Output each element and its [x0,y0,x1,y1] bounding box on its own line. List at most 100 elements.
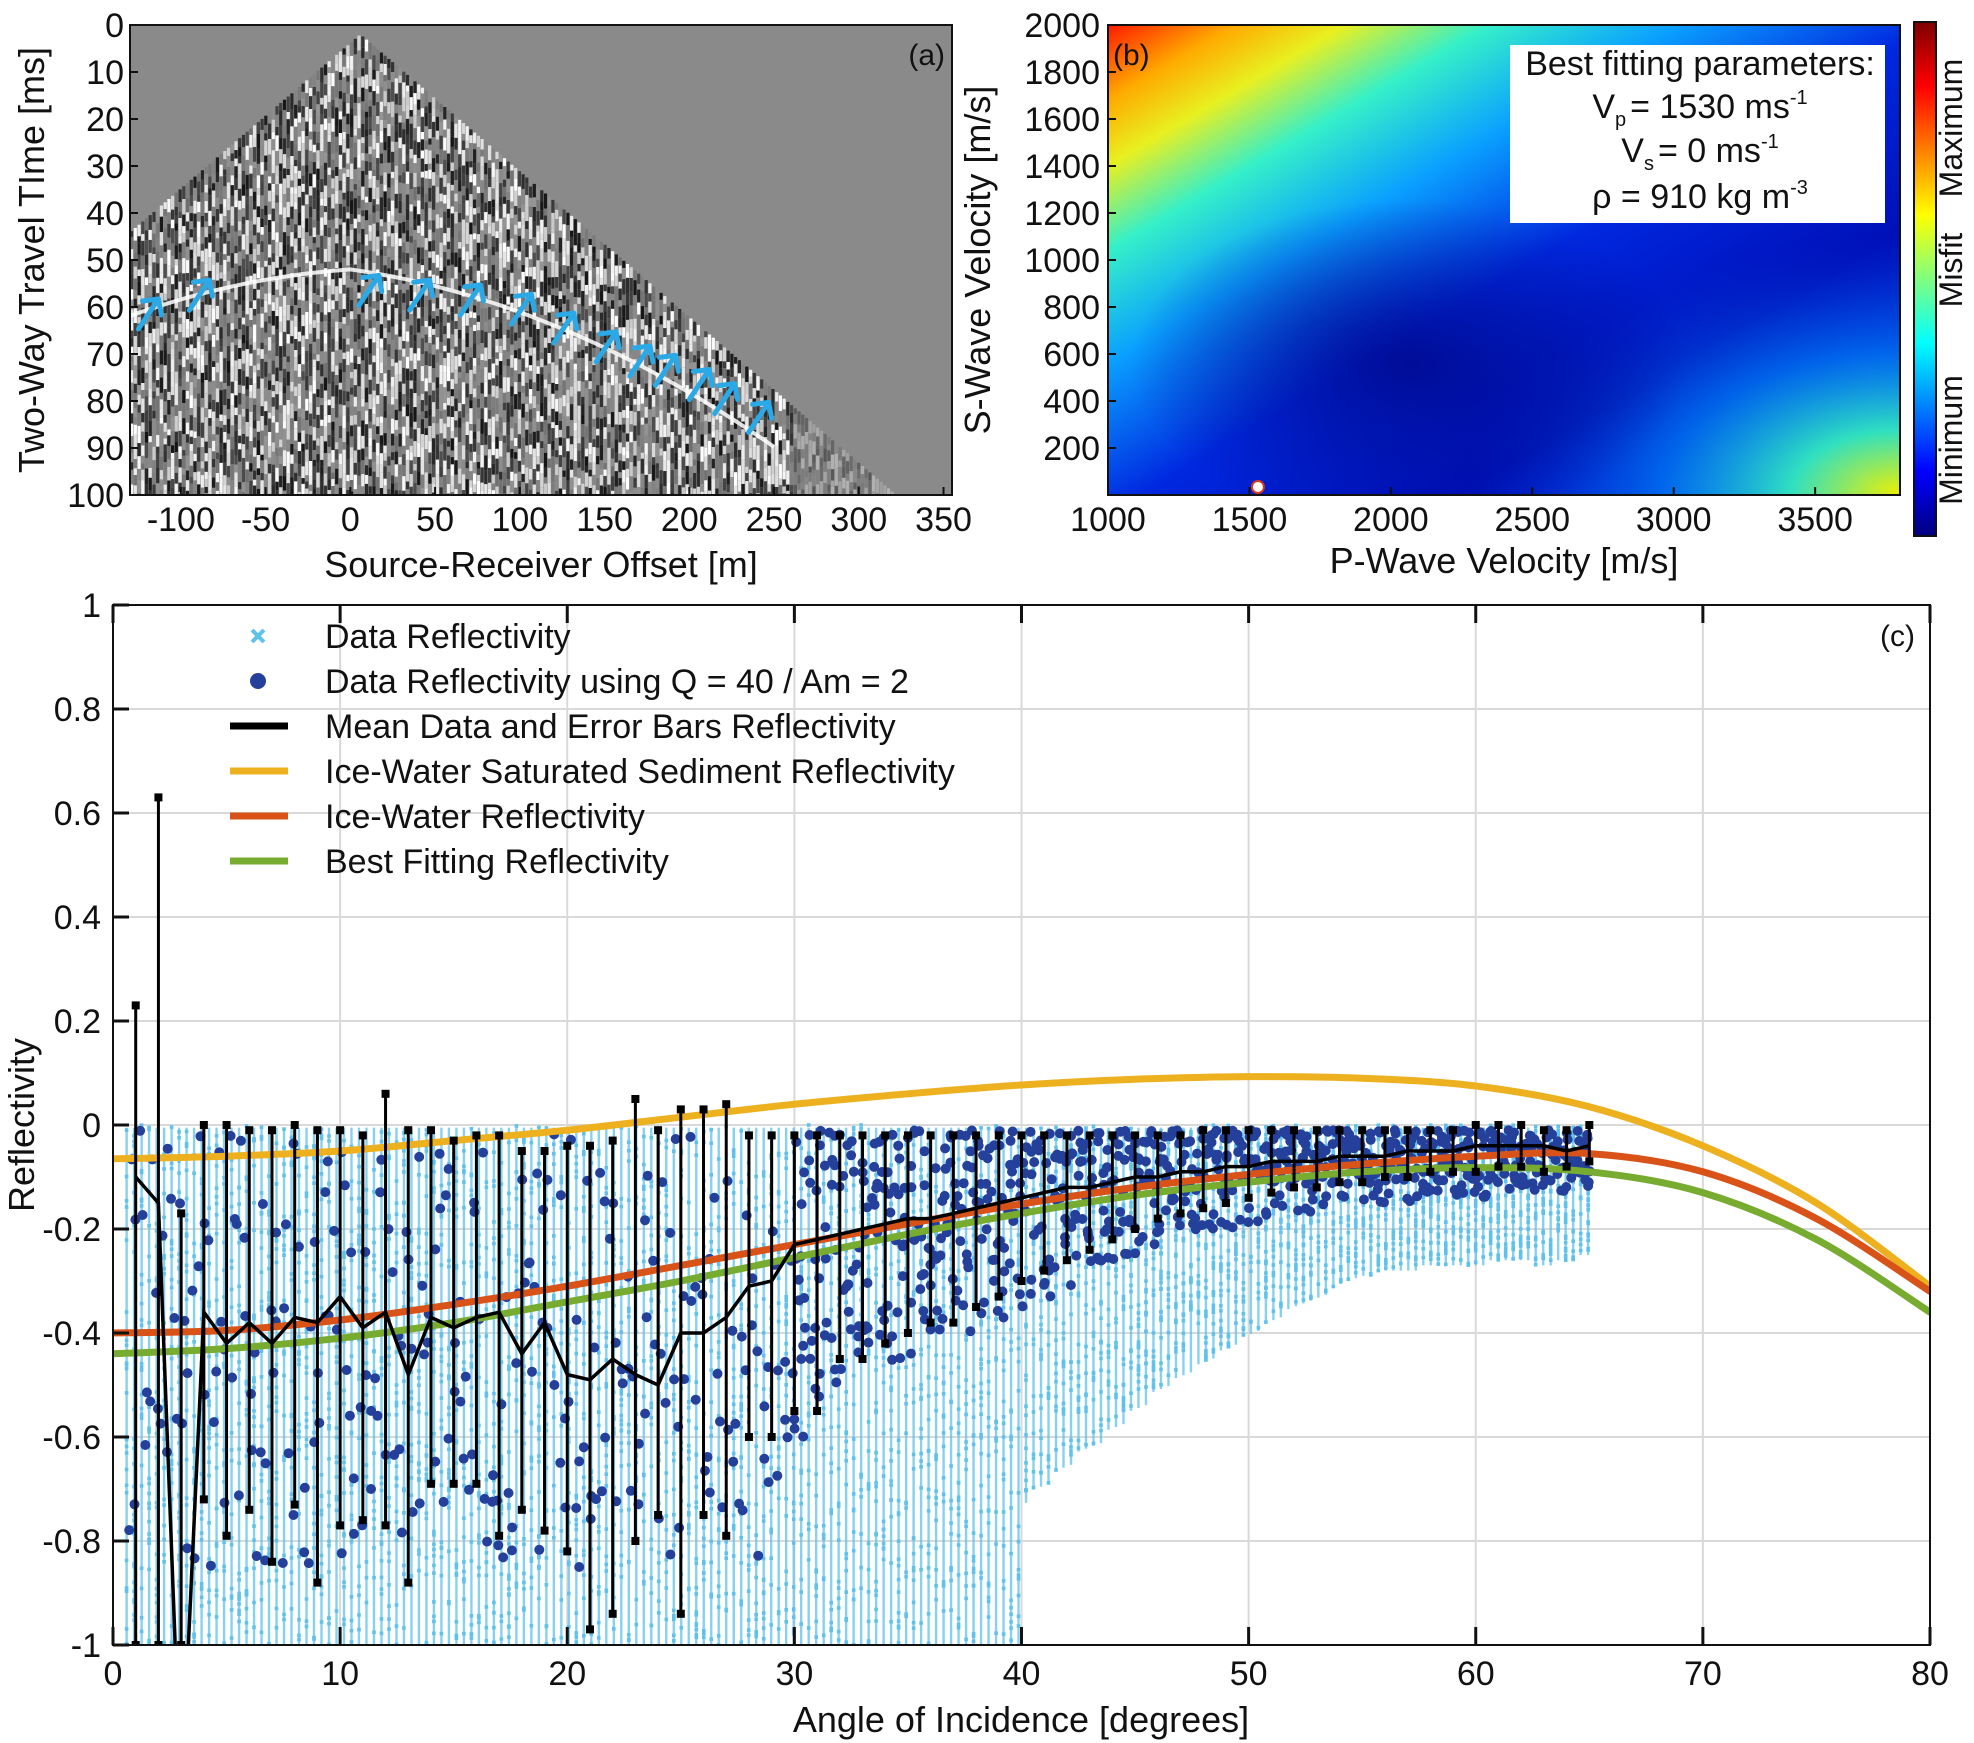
seismic-trace-cell [405,263,410,275]
seismic-trace-cell [364,89,369,103]
seismic-trace-cell [629,319,633,328]
seismic-trace-cell [294,472,298,482]
seismic-trace-cell [368,428,372,438]
seismic-trace-cell [372,471,376,487]
seismic-trace-cell [297,408,301,417]
seismic-trace-cell [749,476,753,483]
seismic-trace-cell [719,375,723,387]
seismic-trace-cell [681,342,685,358]
seismic-trace-cell [171,284,175,298]
seismic-trace-cell [693,403,697,411]
seismic-trace-cell [480,330,484,344]
seismic-trace-cell [402,367,406,384]
seismic-trace-cell [674,452,678,462]
seismic-trace-cell [484,280,488,296]
seismic-trace-cell [573,297,577,305]
seismic-trace-cell [458,230,462,243]
seismic-trace-cell [189,213,193,222]
seismic-trace-cell [342,257,346,273]
seismic-trace-cell [223,432,227,443]
seismic-trace-cell [529,239,533,246]
seismic-trace-cell [159,456,163,471]
seismic-trace-cell [171,255,175,268]
seismic-trace-cell [749,383,753,399]
seismic-trace-cell [611,272,615,281]
seismic-trace-cell [323,426,328,442]
seismic-trace-cell [171,267,175,276]
seismic-trace-cell [450,171,454,185]
seismic-trace-cell [543,435,548,444]
seismic-trace-cell [499,456,503,472]
seismic-trace-cell [364,465,369,475]
seismic-trace-cell [189,273,193,285]
seismic-trace-cell [327,73,331,85]
seismic-trace-cell [428,300,432,316]
seismic-trace-cell [297,432,301,442]
seismic-trace-cell [331,472,335,480]
seismic-trace-cell [327,479,331,490]
seismic-trace-cell [249,397,253,412]
seismic-trace-cell [294,481,298,495]
seismic-trace-cell [260,342,264,350]
seismic-trace-cell [495,358,499,366]
seismic-trace-cell [581,276,585,291]
seismic-trace-cell [469,135,473,144]
seismic-trace-cell [652,406,656,417]
seismic-trace-cell [364,136,369,146]
seismic-trace-cell [294,232,298,239]
seismic-trace-cell [230,237,234,253]
seismic-trace-cell [417,173,421,187]
seismic-trace-cell [581,470,585,484]
seismic-trace-cell [309,96,313,109]
seismic-trace-cell [439,418,443,434]
seismic-trace-cell [353,489,357,495]
seismic-trace-cell [197,436,201,448]
seismic-trace-cell [514,438,518,446]
seismic-trace-cell [312,450,316,460]
seismic-trace-cell [666,335,671,350]
seismic-trace-cell [488,187,492,202]
seismic-trace-cell [625,319,630,333]
seismic-trace-cell [197,221,201,238]
seismic-trace-cell [368,415,372,422]
seismic-trace-cell [148,405,152,421]
seismic-trace-cell [335,125,339,137]
seismic-trace-cell [599,418,603,431]
seismic-trace-cell [353,462,357,475]
seismic-trace-cell [461,165,466,174]
seismic-trace-cell [596,478,600,491]
seismic-trace-cell [443,137,447,151]
seismic-trace-cell [614,424,618,440]
seismic-trace-cell [402,97,406,112]
seismic-trace-cell [637,404,641,412]
seismic-trace-cell [141,240,145,256]
seismic-trace-cell [435,175,439,187]
seismic-trace-cell [678,393,682,409]
seismic-trace-cell [543,365,548,380]
seismic-trace-cell [241,408,246,417]
seismic-trace-cell [443,245,447,253]
seismic-trace-cell [558,437,562,446]
seismic-trace-cell [260,454,264,461]
seismic-trace-cell [625,378,630,385]
seismic-trace-cell [506,409,510,422]
seismic-trace-cell [428,353,432,367]
seismic-trace-cell [525,429,529,446]
seismic-trace-cell [543,483,548,495]
seismic-trace-cell [163,243,167,252]
seismic-trace-cell [241,311,246,318]
seismic-trace-cell [234,313,238,329]
seismic-trace-cell [182,474,186,487]
seismic-trace-cell [711,417,715,425]
seismic-trace-cell [368,59,372,68]
seismic-trace-cell [681,427,685,441]
seismic-trace-cell [592,365,596,373]
seismic-trace-cell [502,313,507,322]
seismic-trace-cell [364,475,369,484]
seismic-trace-cell [417,247,421,264]
seismic-trace-cell [394,429,398,436]
seismic-trace-cell [529,365,533,371]
seismic-trace-cell [387,471,391,482]
seismic-trace-cell [540,342,544,353]
seismic-trace-cell [424,334,428,343]
